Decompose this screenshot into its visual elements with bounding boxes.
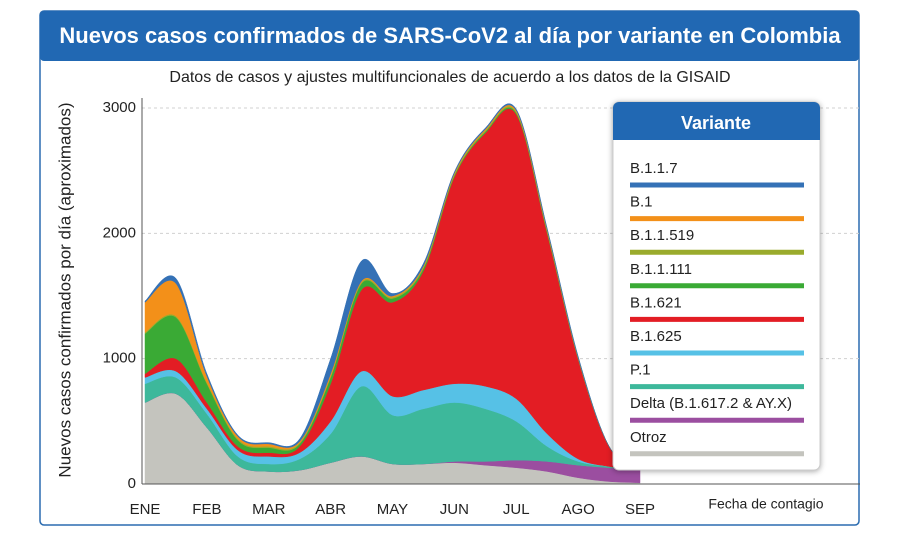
- legend-label: Otroz: [630, 429, 667, 446]
- y-tick-label: 2000: [103, 224, 136, 241]
- x-tick-label: JUL: [503, 501, 530, 518]
- y-axis-label: Nuevos casos confirmados por día (aproxi…: [55, 102, 74, 477]
- y-tick-label: 3000: [103, 99, 136, 116]
- legend-label: B.1.1.519: [630, 227, 694, 244]
- legend-label: B.1.1.7: [630, 160, 678, 177]
- legend-label: B.1.621: [630, 294, 682, 311]
- x-axis-label: Fecha de contagio: [708, 496, 823, 512]
- x-tick-label: JUN: [440, 501, 469, 518]
- legend-header: [613, 102, 820, 140]
- chart-subtitle: Datos de casos y ajustes multifuncionale…: [169, 69, 730, 86]
- title-bar: [40, 11, 859, 61]
- legend-label: B.1.1.111: [630, 261, 692, 278]
- x-tick-label: ENE: [130, 501, 161, 518]
- x-tick-label: FEB: [192, 501, 221, 518]
- legend-label: P.1: [630, 362, 651, 379]
- x-tick-label: SEP: [625, 501, 655, 518]
- legend-label: B.1: [630, 194, 653, 211]
- x-tick-label: AGO: [561, 501, 594, 518]
- legend-title: Variante: [681, 113, 751, 133]
- x-tick-label: ABR: [315, 501, 346, 518]
- x-tick-label: MAY: [377, 501, 408, 518]
- y-tick-label: 1000: [103, 350, 136, 367]
- legend-label: Delta (B.1.617.2 & AY.X): [630, 395, 792, 412]
- y-tick-label: 0: [128, 475, 136, 492]
- legend-label: B.1.625: [630, 328, 682, 345]
- chart-title: Nuevos casos confirmados de SARS-CoV2 al…: [59, 23, 841, 48]
- x-tick-label: MAR: [252, 501, 286, 518]
